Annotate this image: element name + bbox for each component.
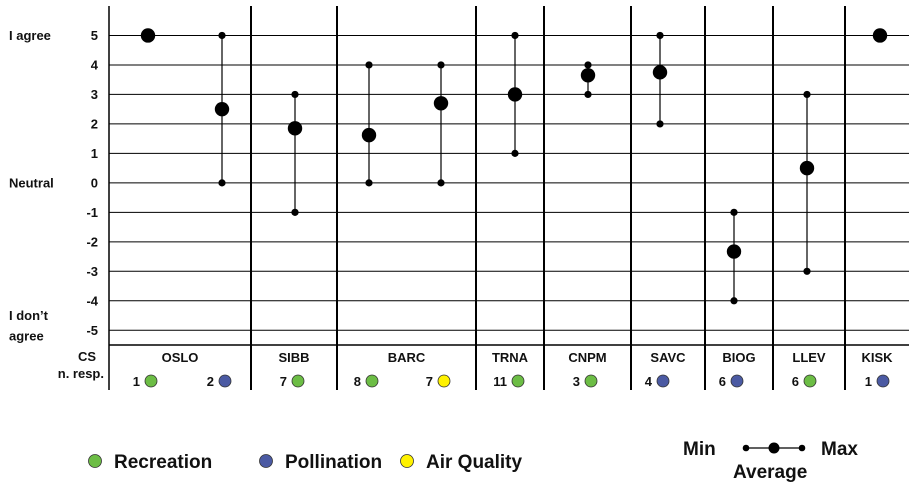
service-marker (218, 374, 232, 388)
y-axis-labels: 5 4 3 2 1 0 -1 -2 -3 -4 -5 I agree Neutral I don’t agr… (9, 28, 99, 344)
service-marker (803, 374, 817, 388)
y-tick-label: -5 (86, 323, 98, 338)
range-key-min: Min (683, 439, 716, 460)
average-point (214, 101, 230, 117)
y-text-label: Neutral (9, 175, 54, 190)
max-point (511, 31, 519, 40)
legend-label: Recreation (114, 452, 212, 473)
average-point (433, 96, 449, 111)
service-marker (291, 374, 305, 388)
y-tick-label: 4 (91, 57, 99, 72)
legend-marker (259, 454, 273, 468)
group-dividers (250, 6, 846, 390)
group-label: CNPM (568, 350, 606, 365)
max-point (218, 31, 226, 40)
group-label: OSLO (162, 350, 199, 365)
service-marker (437, 374, 451, 388)
range-key-average: Average (733, 462, 807, 483)
average-point (140, 28, 156, 43)
min-point (584, 90, 592, 99)
average-point (287, 121, 303, 136)
response-count: 6 (719, 374, 726, 389)
y-text-label: I don’t (9, 308, 49, 323)
average-point (507, 87, 523, 102)
average-point (652, 65, 668, 80)
max-point (291, 90, 299, 99)
group-label: KISK (861, 350, 893, 365)
range-key-min-point (742, 444, 750, 452)
service-marker (365, 374, 379, 388)
response-count: 2 (207, 374, 214, 389)
average-point (580, 68, 596, 83)
group-label: TRNA (492, 350, 529, 365)
min-point (511, 149, 519, 157)
average-point (872, 28, 888, 43)
max-point (584, 61, 592, 69)
legend: Recreation Pollination Air Quality Min Max Av… (88, 439, 858, 483)
response-count: 7 (426, 374, 433, 389)
min-point (730, 297, 738, 305)
service-marker (144, 374, 158, 388)
header-n-resp: n. resp. (58, 366, 104, 381)
y-tick-label: 5 (91, 28, 98, 43)
legend-marker (400, 454, 414, 468)
y-text-label: I agree (9, 28, 51, 43)
y-tick-label: 1 (91, 146, 98, 161)
response-count: 11 (493, 374, 507, 389)
y-tick-label: -4 (86, 293, 98, 308)
service-marker (656, 374, 670, 388)
legend-label: Pollination (285, 452, 382, 473)
max-point (365, 61, 373, 69)
average-point (726, 244, 742, 259)
range-key-average-point (768, 442, 780, 454)
group-label: BIOG (722, 350, 755, 365)
min-point (803, 267, 811, 275)
max-point (437, 61, 445, 69)
y-tick-label: 2 (91, 116, 98, 131)
group-label: LLEV (792, 350, 826, 365)
max-point (656, 31, 664, 40)
min-point (365, 179, 373, 187)
service-marker (876, 374, 890, 388)
min-point (656, 120, 664, 128)
legend-label: Air Quality (426, 452, 523, 473)
header-cs: CS (78, 349, 96, 364)
service-marker (584, 374, 598, 388)
response-count: 6 (792, 374, 799, 389)
data-marks (140, 28, 888, 305)
range-key-max-point (798, 444, 806, 452)
response-count: 3 (573, 374, 580, 389)
min-point (218, 179, 226, 187)
y-tick-label: -1 (86, 205, 98, 220)
y-tick-label: -3 (86, 264, 98, 279)
group-label: BARC (388, 350, 426, 365)
gridlines (109, 34, 909, 331)
group-label: SAVC (650, 350, 686, 365)
average-point (361, 127, 377, 143)
legend-marker (88, 454, 102, 468)
service-marker (730, 374, 744, 388)
response-count: 1 (865, 374, 872, 389)
y-tick-label: 3 (91, 87, 98, 102)
y-tick-label: 0 (91, 175, 98, 190)
average-point (799, 160, 815, 176)
max-point (803, 90, 811, 99)
response-count: 4 (645, 374, 653, 389)
response-count: 8 (354, 374, 361, 389)
max-point (730, 208, 738, 216)
response-count: 7 (280, 374, 287, 389)
response-count: 1 (133, 374, 140, 389)
y-tick-label: -2 (86, 234, 98, 249)
axes (108, 6, 909, 390)
y-text-label: agree (9, 329, 44, 344)
min-point (291, 208, 299, 216)
min-point (437, 179, 445, 187)
service-marker (511, 374, 525, 388)
range-key-max: Max (821, 439, 858, 460)
group-label: SIBB (278, 350, 309, 365)
